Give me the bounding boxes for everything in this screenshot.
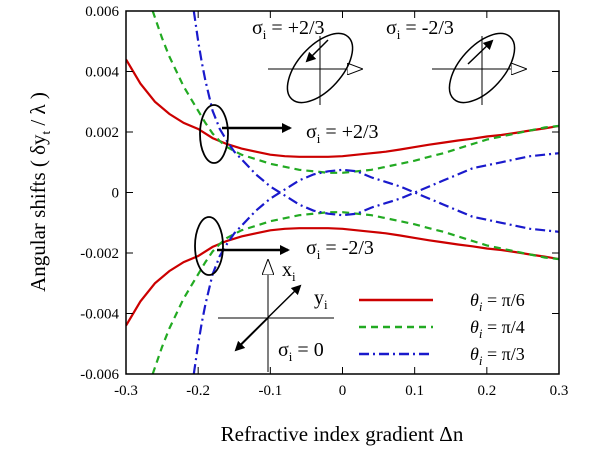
coord-sigma: σ	[278, 339, 289, 361]
inset-diagram-negative: σi = -2/3	[386, 17, 526, 105]
inset-negative-sigma-sub: i	[397, 27, 401, 42]
legend-label-2: θi = π/4	[470, 317, 525, 341]
legend: θi = π/6θi = π/4θi = π/3	[359, 290, 525, 368]
series-layer	[126, 11, 559, 374]
inset-positive-value: +2/3	[288, 17, 325, 39]
upper-branch-label: σi = +2/3	[306, 121, 379, 146]
inset-negative-arrow	[467, 39, 494, 65]
coord-sigma-value: 0	[314, 339, 324, 361]
x-tick-label: 0.3	[550, 383, 569, 399]
legend-theta-sub: i	[479, 326, 483, 341]
legend-theta: θ	[470, 344, 479, 364]
lower-branch-label: σi = -2/3	[306, 237, 374, 262]
x-tick-label: 0.1	[405, 383, 424, 399]
series-1-lower-line	[126, 227, 559, 327]
y-axis-title: Angular shifts ( δyt / λ )	[26, 92, 53, 292]
lower-branch-eq: =	[320, 237, 341, 259]
series-3-upper-line	[192, 11, 559, 217]
coord-x-sub: i	[292, 269, 296, 284]
series-2-upper-line	[151, 11, 559, 174]
legend-value: = π/6	[482, 290, 524, 310]
inset-negative-label: σi = -2/3	[386, 17, 454, 42]
legend-theta: θ	[470, 317, 479, 337]
coord-sigma-eq: =	[292, 339, 313, 361]
inset-positive-eq: =	[266, 17, 287, 39]
series-1-upper-line	[126, 58, 559, 158]
coord-x-letter: x	[282, 259, 292, 281]
coord-y-label: yi	[314, 287, 328, 312]
inset-positive-sigma: σ	[252, 17, 263, 39]
x-tick-label: 0	[339, 383, 347, 399]
x-axis-title: Refractive index gradient Δn	[221, 422, 464, 446]
inset-negative-sigma: σ	[386, 17, 397, 39]
legend-value: = π/4	[482, 317, 524, 337]
y-axis-title-main: Angular shifts ( δy	[26, 134, 50, 292]
inset-diagram-positive: σi = +2/3	[252, 17, 364, 105]
upper-branch-value: +2/3	[342, 121, 379, 143]
y-tick-label: -0.006	[80, 367, 119, 383]
y-axis-title-sub: t	[38, 130, 53, 134]
y-axis-title-tail: / λ )	[26, 92, 50, 131]
inset-negative-eq: =	[400, 17, 421, 39]
inset-negative-value: -2/3	[422, 17, 454, 39]
y-tick-label: 0.004	[85, 65, 119, 81]
legend-label-1: θi = π/6	[470, 290, 525, 314]
inset-positive-arrow	[305, 39, 329, 63]
coord-y-axis-back	[234, 317, 269, 352]
upper-branch-sigma: σ	[306, 121, 317, 143]
coordinate-inset: xi yi σi = 0	[218, 259, 334, 372]
coord-sigma-label: σi = 0	[278, 339, 324, 364]
x-tick-label: 0.2	[477, 383, 496, 399]
inset-positive-label: σi = +2/3	[252, 17, 325, 42]
y-tick-label: 0.006	[85, 4, 119, 20]
lower-branch-sigma: σ	[306, 237, 317, 259]
x-tick-label: -0.2	[186, 383, 210, 399]
upper-branch-callout: σi = +2/3	[199, 104, 379, 164]
legend-theta-sub: i	[479, 353, 483, 368]
upper-branch-ellipse	[199, 104, 229, 164]
lower-branch-value: -2/3	[342, 237, 374, 259]
legend-label-3: θi = π/3	[470, 344, 525, 368]
y-tick-label: -0.004	[80, 307, 119, 323]
coord-x-label: xi	[282, 259, 296, 284]
upper-branch-sigma-sub: i	[317, 131, 321, 146]
inset-positive-ellipse	[286, 32, 354, 104]
upper-branch-eq: =	[320, 121, 341, 143]
coord-sigma-sub: i	[289, 349, 293, 364]
coord-y-sub: i	[324, 297, 328, 312]
x-tick-label: -0.3	[114, 383, 138, 399]
inset-positive-sigma-sub: i	[263, 27, 267, 42]
lower-branch-ellipse	[194, 216, 224, 276]
x-tick-label: -0.1	[258, 383, 282, 399]
ticks-layer: -0.3 -0.2 -0.1 0 0.1 0.2 0.3 -0.006 -0.004 -0.002…	[80, 4, 568, 399]
y-tick-label: 0	[112, 186, 120, 202]
legend-theta-sub: i	[479, 299, 483, 314]
lower-branch-callout: σi = -2/3	[194, 216, 374, 276]
inset-negative-ellipse	[448, 32, 516, 104]
legend-theta: θ	[470, 290, 479, 310]
y-tick-label: 0.002	[85, 125, 119, 141]
coord-y-letter: y	[314, 287, 324, 309]
lower-branch-sigma-sub: i	[317, 247, 321, 262]
series-3-lower-line	[192, 168, 559, 374]
y-tick-label: -0.002	[80, 246, 119, 262]
legend-value: = π/3	[482, 344, 524, 364]
